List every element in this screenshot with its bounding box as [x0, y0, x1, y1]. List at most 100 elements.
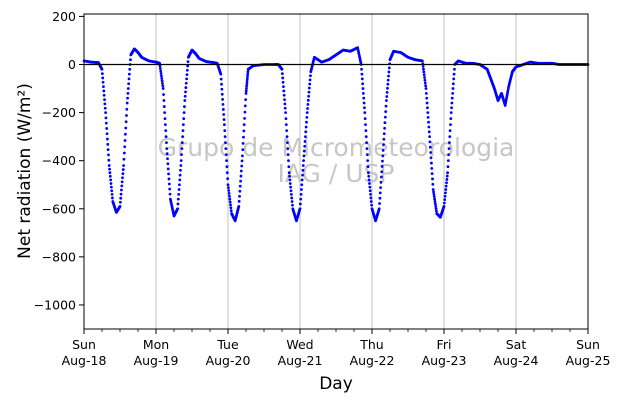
data-point [361, 87, 365, 90]
data-point [186, 60, 190, 64]
data-point [181, 135, 185, 139]
data-point [223, 123, 226, 127]
data-point [220, 92, 224, 96]
data-point [289, 189, 293, 193]
data-point [181, 123, 185, 127]
data-point [382, 143, 385, 147]
data-point [228, 194, 231, 198]
data-point [184, 86, 188, 89]
data-point [243, 116, 246, 120]
data-point [426, 111, 430, 114]
data-point [122, 157, 126, 161]
data-point [433, 202, 437, 206]
data-point [162, 93, 165, 96]
data-point [224, 141, 227, 145]
data-point [383, 115, 387, 119]
data-point [282, 85, 285, 89]
data-point [127, 77, 131, 81]
data-point [288, 174, 291, 178]
data-point [287, 165, 291, 169]
data-point [306, 107, 309, 110]
data-point [303, 144, 307, 148]
data-point [120, 188, 123, 192]
data-point [442, 201, 446, 205]
data-point [182, 111, 186, 114]
data-point [452, 77, 456, 81]
data-point [221, 108, 225, 111]
data-point [166, 157, 169, 161]
data-point [176, 197, 180, 201]
data-point [300, 183, 304, 187]
data-point [380, 170, 384, 174]
data-point [178, 178, 182, 182]
data-point [365, 141, 368, 145]
data-point [245, 82, 249, 86]
data-point [426, 106, 429, 110]
data-point [450, 106, 453, 110]
data-point [305, 111, 309, 114]
data-point [124, 120, 128, 124]
data-point [298, 202, 302, 206]
data-point [381, 159, 384, 163]
x-tick-label-day: Mon [143, 337, 169, 352]
data-point [168, 187, 172, 191]
data-point [378, 191, 382, 195]
x-tick-label-day: Tue [216, 337, 239, 352]
data-point [242, 123, 246, 127]
data-point [107, 164, 111, 167]
data-point [105, 132, 109, 136]
data-point [186, 64, 190, 68]
data-point [109, 178, 113, 182]
data-point [107, 153, 110, 157]
y-tick-label: −1000 [34, 297, 76, 312]
data-point [246, 75, 249, 78]
data-point [448, 141, 451, 145]
data-point [379, 186, 383, 190]
data-point [387, 74, 390, 78]
data-point [445, 181, 448, 185]
data-point [368, 182, 371, 185]
data-point [366, 159, 370, 163]
data-point [302, 149, 306, 153]
data-point [304, 130, 308, 134]
data-point [308, 78, 312, 82]
data-point [104, 111, 107, 114]
data-point [286, 141, 289, 145]
x-tick-label-day: Wed [286, 337, 313, 352]
data-point [291, 203, 294, 207]
data-point [166, 167, 170, 171]
data-point [179, 159, 183, 163]
data-point [124, 126, 128, 130]
data-point [449, 111, 453, 114]
data-point [289, 185, 293, 189]
data-point [120, 180, 124, 184]
data-point [237, 204, 241, 208]
data-point [245, 77, 249, 81]
data-point [387, 70, 391, 74]
data-point [163, 117, 167, 120]
data-point [244, 89, 248, 93]
data-point [224, 153, 228, 157]
data-point [185, 77, 189, 81]
data-point [227, 191, 231, 195]
data-point [103, 106, 107, 110]
data-point [421, 65, 425, 68]
data-point [183, 99, 187, 102]
data-point [242, 129, 246, 133]
data-point [289, 192, 293, 196]
data-point [102, 85, 105, 89]
data-point [168, 192, 172, 196]
data-point [158, 66, 162, 70]
data-point [383, 121, 387, 125]
data-point [176, 207, 180, 211]
data-point [111, 196, 114, 200]
data-point [104, 116, 108, 120]
data-point [165, 152, 169, 156]
data-point [166, 162, 170, 166]
data-point [451, 91, 455, 95]
data-point [285, 129, 289, 133]
data-point [385, 90, 389, 94]
data-point [290, 200, 294, 203]
data-point [185, 68, 189, 72]
data-point [300, 188, 303, 191]
